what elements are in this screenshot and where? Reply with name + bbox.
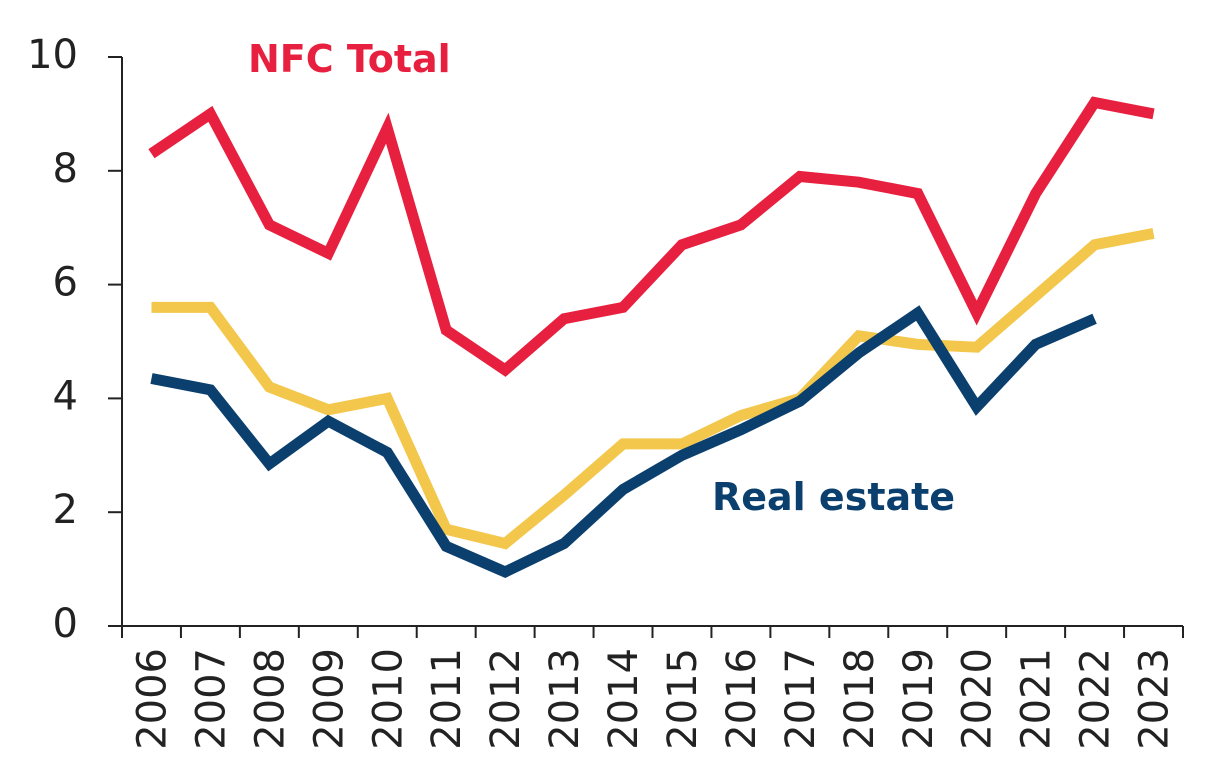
x-tick-label: 2008 [247, 648, 293, 750]
x-tick-label: 2013 [542, 648, 588, 750]
x-tick-label: 2007 [188, 648, 234, 750]
series-labels: NFC Total Real estate [248, 37, 955, 519]
y-ticks: 0 2 4 6 8 10 [27, 32, 122, 647]
x-tick-label: 2010 [365, 648, 411, 750]
x-tick-label: 2016 [719, 648, 765, 750]
y-tick-label: 0 [53, 601, 78, 647]
series-line-nfc-total [148, 96, 1155, 377]
x-ticks: 2006 2007 2008 2009 2010 2011 2012 2013 2014 2015… [121, 626, 1184, 750]
series-line-series-1 [151, 227, 1155, 550]
x-tick-label: 2020 [955, 648, 1001, 750]
x-tick-label: 2009 [306, 648, 352, 750]
x-tick-label: 2023 [1132, 648, 1178, 750]
x-tick-label: 2015 [660, 648, 706, 750]
x-tick-label: 2014 [601, 648, 647, 750]
series-lines [148, 96, 1155, 578]
series-label-real-estate: Real estate [712, 475, 955, 519]
series-line-real-estate [150, 305, 1097, 578]
axes [121, 57, 1183, 627]
x-tick-label: 2011 [424, 648, 470, 750]
x-tick-label: 2022 [1073, 648, 1119, 750]
y-tick-label: 8 [53, 146, 78, 192]
y-tick-label: 2 [53, 487, 78, 533]
x-tick-label: 2019 [896, 648, 942, 750]
y-tick-label: 4 [53, 373, 78, 419]
series-label-nfc-total: NFC Total [248, 37, 451, 81]
y-tick-label: 10 [27, 32, 78, 78]
x-tick-label: 2006 [129, 648, 175, 750]
x-tick-label: 2012 [483, 648, 529, 750]
x-tick-label: 2021 [1014, 648, 1060, 750]
y-tick-label: 6 [53, 260, 78, 306]
x-tick-label: 2018 [837, 648, 883, 750]
x-tick-label: 2017 [778, 648, 824, 750]
